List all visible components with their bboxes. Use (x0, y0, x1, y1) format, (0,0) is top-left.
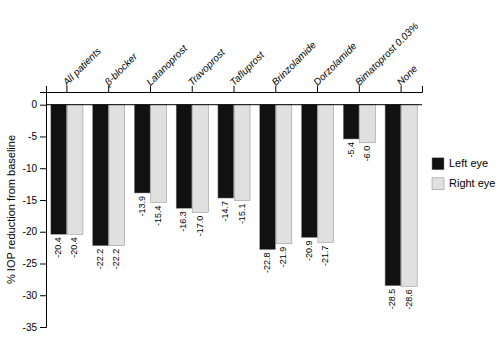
x-tick: Tafluprost (228, 48, 267, 92)
x-tick-label: All patients (60, 45, 103, 88)
bar (109, 105, 125, 246)
x-axis: All patientsβ-blockerLatanoprostTravopro… (47, 20, 423, 92)
y-tick-label: -15 (23, 195, 38, 206)
y-tick-mark (40, 295, 46, 296)
x-tick: β-blocker (102, 50, 140, 92)
bar (218, 105, 234, 198)
y-tick: -5 (28, 131, 46, 142)
bar (234, 105, 250, 201)
x-tick: None (395, 63, 420, 92)
y-tick-label: 0 (31, 99, 37, 110)
y-axis-line (40, 93, 47, 328)
x-tick: Brinzolamide (269, 39, 318, 92)
data-label: -28.5 (387, 289, 397, 310)
data-label: -20.4 (69, 237, 79, 258)
data-labels: -20.4-22.2-13.9-16.3-14.7-22.8-20.9-5.4-… (53, 142, 414, 310)
data-label: -20.4 (53, 237, 63, 258)
x-tick: Travoprost (186, 46, 228, 92)
x-tick-label: None (395, 63, 420, 88)
bar (301, 105, 317, 238)
y-tick-mark (40, 232, 46, 233)
data-label: -13.9 (137, 196, 147, 217)
bar (67, 105, 83, 235)
plot: 0 -5 -10 -15 -20 -25 -30 -35 All patientsβ-block… (23, 20, 423, 333)
y-tick-label: -5 (28, 131, 37, 142)
y-tick: 0 (31, 99, 46, 110)
bar (134, 105, 150, 193)
y-tick-mark (40, 263, 46, 264)
y-tick: -30 (23, 290, 46, 301)
bars (51, 105, 417, 287)
y-tick-label: -10 (23, 163, 38, 174)
x-tick-label: Dorzolamide (311, 40, 359, 88)
data-label: -14.7 (220, 201, 230, 222)
y-tick: -25 (23, 258, 46, 269)
zero-line (46, 104, 422, 105)
legend-label: Left eye (449, 157, 488, 169)
bar (318, 105, 334, 243)
bar (51, 105, 67, 235)
bar (93, 105, 109, 246)
data-label: -22.8 (262, 253, 272, 274)
data-label: -15.1 (237, 204, 247, 225)
data-label: -21.9 (278, 247, 288, 268)
bar (343, 105, 359, 139)
x-tick: All patients (60, 45, 103, 92)
data-label: -6.0 (362, 146, 372, 162)
data-label: -22.2 (111, 249, 121, 270)
y-tick: -10 (23, 163, 46, 174)
x-tick: Latanoprost (144, 42, 190, 92)
x-tick-label: β-blocker (102, 50, 140, 88)
bar (176, 105, 192, 209)
y-tick-label: -25 (23, 258, 38, 269)
bar (360, 105, 376, 143)
y-tick: -20 (23, 226, 46, 237)
x-tick-label: Tafluprost (228, 48, 267, 87)
x-tick: Bimatoprost 0.03% (353, 20, 421, 92)
y-tick-mark (40, 105, 46, 106)
data-label: -20.9 (304, 240, 314, 261)
bar (193, 105, 209, 213)
x-tick-label: Bimatoprost 0.03% (353, 20, 421, 88)
legend-item: Left eye (432, 157, 488, 170)
y-tick: -35 (23, 322, 46, 333)
bar (276, 105, 292, 244)
y-tick-label: -20 (23, 226, 38, 237)
y-tick-label: -35 (23, 322, 38, 333)
data-label: -5.4 (346, 142, 356, 158)
legend-swatch (432, 178, 444, 190)
data-label: -15.4 (153, 206, 163, 227)
legend-label: Right eye (449, 177, 495, 189)
x-tick-label: Travoprost (186, 46, 228, 88)
y-axis: 0 -5 -10 -15 -20 -25 -30 -35 (23, 93, 47, 333)
y-tick-mark (40, 168, 46, 169)
legend-swatch (432, 158, 444, 170)
bar (260, 105, 276, 250)
y-tick-mark (40, 136, 46, 137)
y-tick: -15 (23, 195, 46, 206)
y-tick-mark (40, 327, 46, 328)
x-tick: Dorzolamide (311, 40, 359, 92)
y-tick-label: -30 (23, 290, 38, 301)
data-label: -16.3 (178, 211, 188, 232)
legend: Left eye Right eye (432, 157, 495, 190)
chart: 0 -5 -10 -15 -20 -25 -30 -35 All patientsβ-block… (0, 0, 500, 337)
data-label: -21.7 (320, 246, 330, 267)
legend-item: Right eye (432, 177, 495, 190)
bar (385, 105, 401, 286)
x-tick-label: Latanoprost (144, 42, 190, 88)
data-label: -28.6 (404, 289, 414, 310)
bar (401, 105, 417, 287)
data-label: -22.2 (95, 249, 105, 270)
bar (151, 105, 167, 203)
y-tick-mark (40, 200, 46, 201)
data-label: -17.0 (195, 216, 205, 237)
y-label: % IOP reduction from baseline (5, 135, 17, 284)
